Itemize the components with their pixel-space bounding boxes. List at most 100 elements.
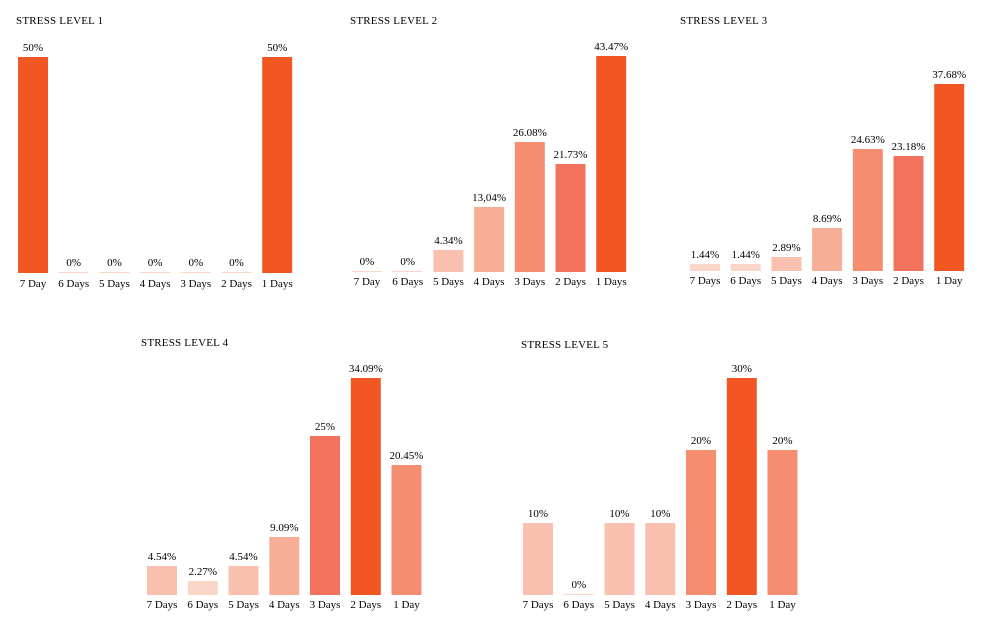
x-tick-label: 4 Days	[645, 599, 676, 611]
data-label: 30%	[732, 363, 752, 375]
x-tick-label: 4 Days	[269, 599, 300, 611]
data-label: 25%	[315, 421, 335, 433]
data-label: 13,04%	[472, 192, 506, 204]
x-tick-label: 2 Days	[350, 599, 381, 611]
x-tick-label: 5 Days	[771, 275, 802, 287]
bar	[391, 465, 422, 595]
x-tick-label: 3 Days	[686, 599, 717, 611]
bar	[767, 450, 798, 595]
bar	[147, 566, 177, 595]
x-tick-label: 2 Days	[726, 599, 757, 611]
bar	[604, 523, 635, 595]
data-label: 0%	[107, 257, 122, 269]
data-label: 20.45%	[390, 450, 424, 462]
x-tick-label: 1 Day	[936, 275, 963, 287]
data-label: 10%	[650, 508, 670, 520]
bar	[352, 271, 382, 272]
x-tick-label: 3 Days	[310, 599, 341, 611]
bar	[690, 264, 720, 271]
bar	[852, 149, 883, 271]
data-label: 20%	[772, 435, 792, 447]
bar	[645, 523, 676, 595]
bar	[686, 450, 716, 595]
x-tick-label: 4 Days	[812, 275, 843, 287]
data-label: 34.09%	[349, 363, 383, 375]
data-label: 20%	[691, 435, 711, 447]
x-tick-label: 5 Days	[99, 278, 130, 290]
bar	[140, 272, 171, 273]
x-tick-label: 7 Day	[20, 278, 47, 290]
bar	[228, 566, 259, 595]
data-label: 0%	[148, 257, 163, 269]
chart-title: STRESS LEVEL 2	[350, 15, 437, 27]
data-label: 0%	[66, 257, 81, 269]
x-tick-label: 2 Days	[555, 276, 586, 288]
x-tick-label: 7 Days	[523, 599, 554, 611]
bar	[58, 272, 89, 273]
x-tick-label: 5 Days	[433, 276, 464, 288]
bar	[269, 537, 300, 595]
bar	[563, 594, 594, 595]
x-tick-label: 6 Days	[187, 599, 218, 611]
bar	[433, 250, 464, 272]
x-tick-label: 7 Day	[354, 276, 381, 288]
x-tick-label: 7 Days	[690, 275, 721, 287]
chart-stress-level-1: STRESS LEVEL 1 50% 7 Day 0% 6 Days 0% 5 Days 0…	[16, 15, 293, 290]
chart-title: STRESS LEVEL 3	[680, 15, 768, 27]
bar	[310, 436, 340, 595]
data-label: 43.47%	[594, 41, 628, 53]
bar	[934, 84, 965, 271]
data-label: 2.27%	[189, 566, 217, 578]
x-tick-label: 3 Days	[180, 278, 211, 290]
bar	[523, 523, 553, 595]
x-tick-label: 1 Day	[393, 599, 420, 611]
bar	[180, 272, 211, 273]
data-label: 8.69%	[813, 213, 841, 225]
chart-title: STRESS LEVEL 5	[521, 339, 609, 351]
chart-stress-level-5: STRESS LEVEL 5 10% 7 Days 0% 6 Days 10% 5 Day…	[521, 339, 798, 611]
x-tick-label: 6 Days	[730, 275, 761, 287]
bar	[893, 156, 924, 271]
data-label: 4.54%	[148, 551, 176, 563]
x-tick-label: 1 Days	[262, 278, 293, 290]
x-tick-label: 3 Days	[514, 276, 545, 288]
bar	[474, 207, 505, 272]
data-label: 21.73%	[554, 149, 588, 161]
x-tick-label: 2 Days	[221, 278, 252, 290]
data-label: 50%	[267, 42, 287, 54]
bar	[18, 57, 48, 273]
x-tick-label: 4 Days	[140, 278, 171, 290]
x-tick-label: 2 Days	[893, 275, 924, 287]
bar	[187, 581, 218, 595]
data-label: 2.89%	[772, 242, 800, 254]
bar	[771, 257, 802, 271]
chart-stress-level-3: STRESS LEVEL 3 1.44% 7 Days 1.44% 6 Days 2.8…	[680, 15, 966, 287]
x-tick-label: 1 Day	[769, 599, 796, 611]
data-label: 0%	[400, 256, 415, 268]
x-tick-label: 3 Days	[852, 275, 883, 287]
x-tick-label: 7 Days	[147, 599, 178, 611]
x-tick-label: 6 Days	[392, 276, 423, 288]
chart-stress-level-2: STRESS LEVEL 2 0% 7 Day 0% 6 Days 4.34% 5 Day…	[350, 15, 628, 288]
data-label: 4.54%	[229, 551, 257, 563]
data-label: 1.44%	[691, 249, 719, 261]
x-tick-label: 1 Days	[596, 276, 627, 288]
bar	[812, 228, 843, 271]
data-label: 26.08%	[513, 127, 547, 139]
x-tick-label: 4 Days	[474, 276, 505, 288]
bar	[99, 272, 130, 273]
data-label: 1.44%	[731, 249, 759, 261]
data-label: 24.63%	[851, 134, 885, 146]
bar	[392, 271, 423, 272]
bar	[514, 142, 545, 272]
data-label: 10%	[528, 508, 548, 520]
chart-title: STRESS LEVEL 1	[16, 15, 103, 27]
data-label: 10%	[609, 508, 629, 520]
chart-title: STRESS LEVEL 4	[141, 337, 229, 349]
bar	[726, 378, 757, 595]
data-label: 0%	[188, 257, 203, 269]
data-label: 0%	[360, 256, 375, 268]
data-label: 4.34%	[434, 235, 462, 247]
chart-stress-level-4: STRESS LEVEL 4 4.54% 7 Days 2.27% 6 Days 4.5…	[141, 337, 423, 611]
